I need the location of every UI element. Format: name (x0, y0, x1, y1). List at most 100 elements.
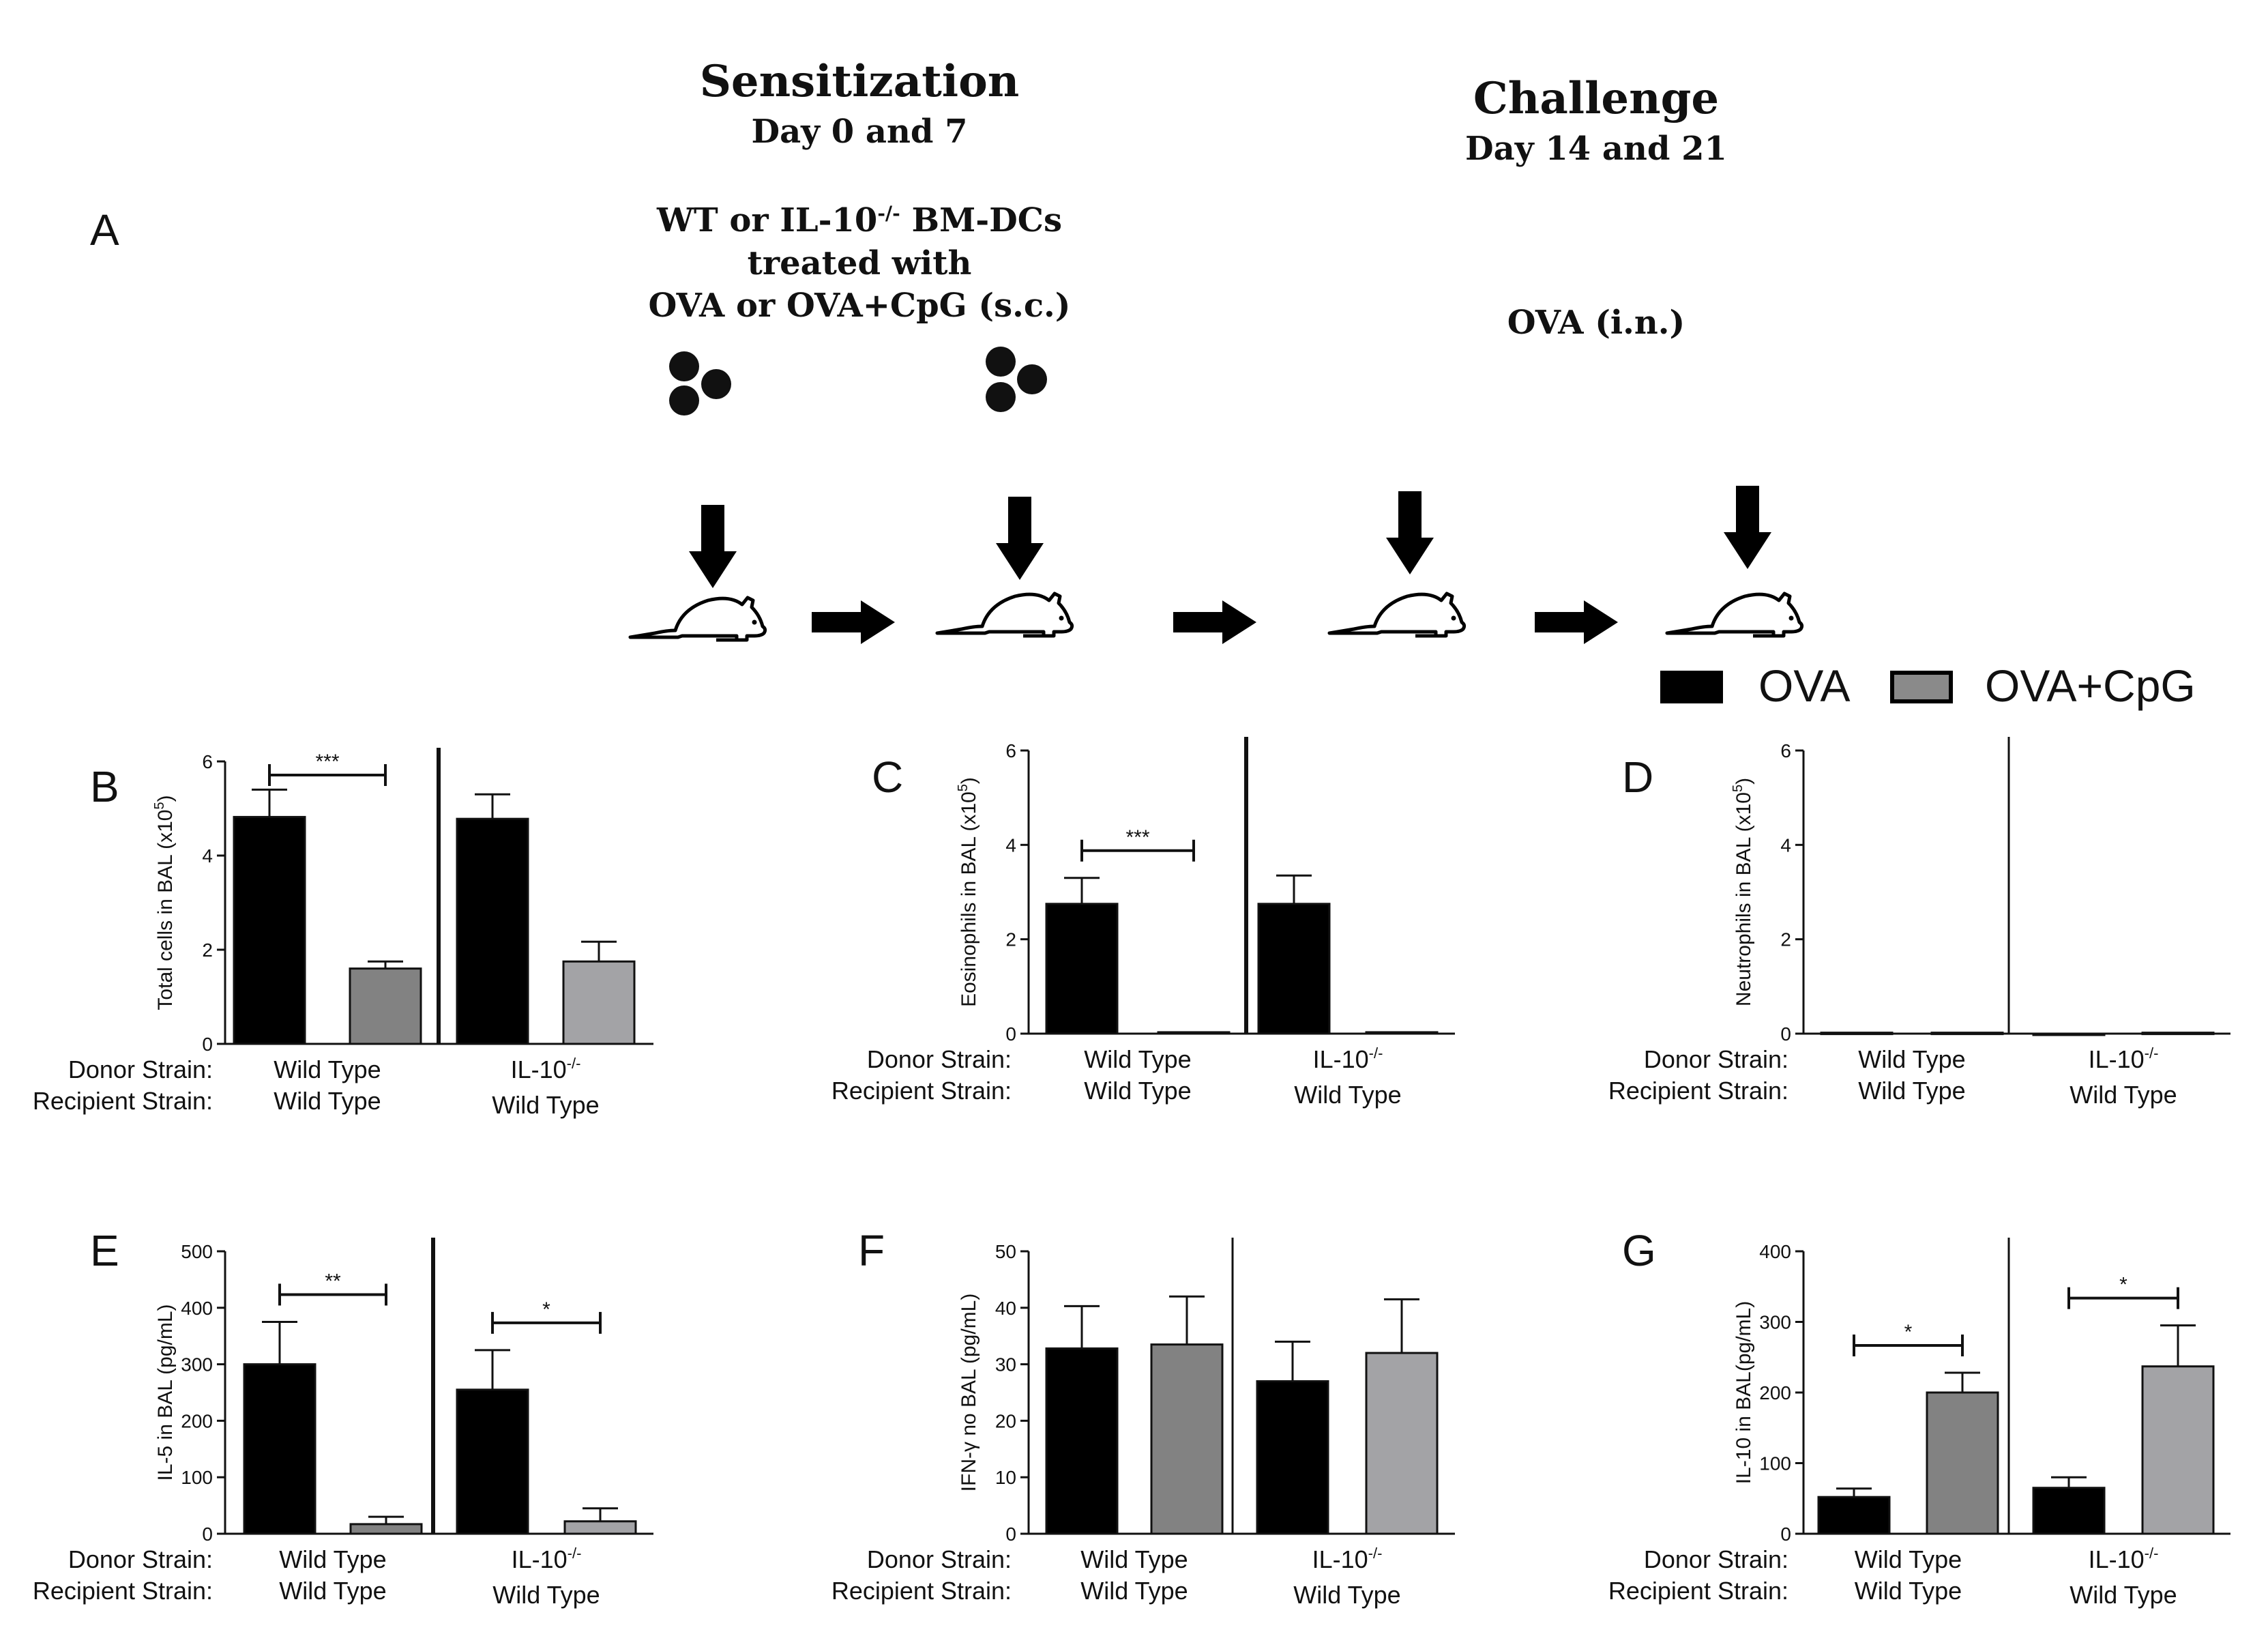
panel-letter: E (90, 1226, 119, 1275)
mouse-icon (630, 598, 765, 640)
bar-ovacpg (1365, 1352, 1439, 1535)
bar-ovacpg (563, 1520, 637, 1535)
treatment-line-2: treated with (747, 244, 972, 282)
donor-strain-text: IL-10 (1312, 1545, 1368, 1573)
recipient-strain-row-label: Recipient Strain: (33, 1087, 213, 1115)
y-tick-label: 400 (181, 1298, 213, 1319)
x-group-recipient-label: Wild Type (1294, 1081, 1401, 1109)
chart-panel-g: G 0 100 200 300 400 IL-10 in BAL(pg/mL) Wild Ty… (1608, 1226, 2230, 1609)
recipient-strain-row-label: Recipient Strain: (33, 1577, 213, 1605)
y-axis-label: Eosinophils in BAL (x105) (956, 777, 980, 1007)
bar-ovacpg (1926, 1391, 1999, 1535)
y-tick-label: 200 (1759, 1382, 1791, 1403)
y-axis-label-close: ) (1733, 778, 1755, 785)
arrow-down-icon (689, 505, 737, 588)
legend-label-ova: OVA (1758, 660, 1850, 711)
donor-strain-text: Wild Type (1855, 1545, 1962, 1573)
bar-ovacpg (1930, 1032, 2004, 1036)
bar-ova (456, 1388, 529, 1535)
y-tick-label: 0 (1005, 1524, 1016, 1545)
panel-a-letter: A (90, 205, 119, 254)
sensitization-title: Sensitization (699, 56, 1020, 107)
recipient-strain-row-label: Recipient Strain: (1608, 1577, 1788, 1605)
x-group-donor-label: Wild Type (1084, 1045, 1191, 1073)
mouse-icon (1329, 594, 1464, 636)
x-group-donor-label: Wild Type (279, 1545, 386, 1573)
donor-strain-text: Wild Type (1084, 1045, 1191, 1073)
donor-strain-text: Wild Type (1080, 1545, 1188, 1573)
bar-ova (1820, 1032, 1894, 1036)
y-tick-label: 400 (1759, 1241, 1791, 1262)
significance-label: ** (325, 1270, 341, 1293)
bar-ova (233, 815, 306, 1045)
y-tick-label: 2 (1780, 929, 1791, 950)
x-group-recipient-label: Wild Type (492, 1091, 599, 1119)
donor-strain-text: IL-10 (1313, 1045, 1369, 1073)
treatment-line-1-sup: -/- (877, 202, 900, 224)
significance-label: * (542, 1298, 550, 1321)
donor-strain-row-label: Donor Strain: (68, 1055, 213, 1083)
panel-letter: G (1622, 1226, 1656, 1275)
x-group-donor-label: IL-10-/- (2089, 1545, 2159, 1573)
panel-letter: C (872, 753, 903, 802)
y-axis-label-text: Total cells in BAL (x10 (154, 810, 177, 1010)
bar-ovacpg (562, 960, 636, 1045)
chart-panel-e: E 0 100 200 300 400 500 IL-5 in BAL (pg/mL) Wild… (33, 1226, 653, 1609)
x-group-donor-label: Wild Type (1080, 1545, 1188, 1573)
y-tick-label: 100 (181, 1467, 213, 1488)
arrow-down-icon (1386, 491, 1434, 574)
donor-strain-sup: -/- (2145, 1545, 2159, 1562)
x-group-recipient-label: Wild Type (1855, 1577, 1962, 1605)
legend-swatch-ova (1660, 671, 1723, 703)
y-axis-label: IFN-γ no BAL (pg/mL) (958, 1294, 980, 1492)
bar-ovacpg (2141, 1365, 2215, 1535)
x-group-recipient-label: Wild Type (1858, 1077, 1965, 1105)
donor-strain-row-label: Donor Strain: (1644, 1545, 1788, 1573)
donor-strain-sup: -/- (568, 1545, 582, 1562)
y-tick-label: 2 (202, 939, 213, 961)
x-group-recipient-label: Wild Type (279, 1577, 386, 1605)
bar-ova (456, 817, 529, 1045)
y-tick-label: 4 (1005, 834, 1016, 856)
treatment-line-1: WT or IL-10-/- BM-DCs (587, 201, 1132, 239)
panel-letter: F (858, 1226, 885, 1275)
y-tick-label: 6 (1780, 740, 1791, 761)
y-tick-label: 40 (995, 1298, 1016, 1319)
y-tick-label: 6 (1005, 740, 1016, 761)
y-axis-label-text: Eosinophils in BAL (x10 (958, 791, 980, 1007)
donor-strain-text: IL-10 (511, 1055, 567, 1083)
x-group-donor-label: IL-10-/- (2089, 1045, 2159, 1073)
significance-label: *** (315, 750, 339, 773)
x-group-donor-label: Wild Type (1858, 1045, 1965, 1073)
x-group-donor-label: IL-10-/- (1313, 1045, 1383, 1073)
y-tick-label: 500 (181, 1241, 213, 1262)
bar-ova (2032, 1032, 2106, 1036)
donor-strain-text: Wild Type (1858, 1045, 1965, 1073)
y-tick-label: 4 (1780, 834, 1791, 856)
cell-cluster-icon (669, 351, 731, 416)
donor-strain-row-label: Donor Strain: (1644, 1045, 1788, 1073)
x-group-recipient-label: Wild Type (492, 1581, 600, 1609)
donor-strain-text: Wild Type (274, 1055, 381, 1083)
y-tick-label: 0 (202, 1524, 213, 1545)
y-tick-label: 50 (995, 1241, 1016, 1262)
challenge-title: Challenge (1473, 73, 1720, 124)
y-tick-label: 6 (202, 751, 213, 772)
legend-swatch-ovacpg (1890, 671, 1953, 703)
x-group-recipient-label: Wild Type (274, 1087, 381, 1115)
x-group-recipient-label: Wild Type (1080, 1577, 1188, 1605)
y-tick-label: 30 (995, 1354, 1016, 1375)
treatment-line-1-tail: BM-DCs (900, 201, 1062, 239)
cell-cluster-icon (986, 347, 1047, 412)
panel-letter: D (1622, 753, 1653, 802)
x-group-donor-label: IL-10-/- (512, 1545, 582, 1573)
y-axis-label-sup: 5 (152, 802, 167, 809)
x-group-recipient-label: Wild Type (1293, 1581, 1400, 1609)
y-tick-label: 0 (202, 1034, 213, 1055)
significance-label: * (2119, 1274, 2127, 1296)
y-tick-label: 10 (995, 1467, 1016, 1488)
donor-strain-row-label: Donor Strain: (867, 1545, 1012, 1573)
legend-label-ovacpg: OVA+CpG (1985, 660, 2196, 711)
x-group-recipient-label: Wild Type (2070, 1581, 2177, 1609)
